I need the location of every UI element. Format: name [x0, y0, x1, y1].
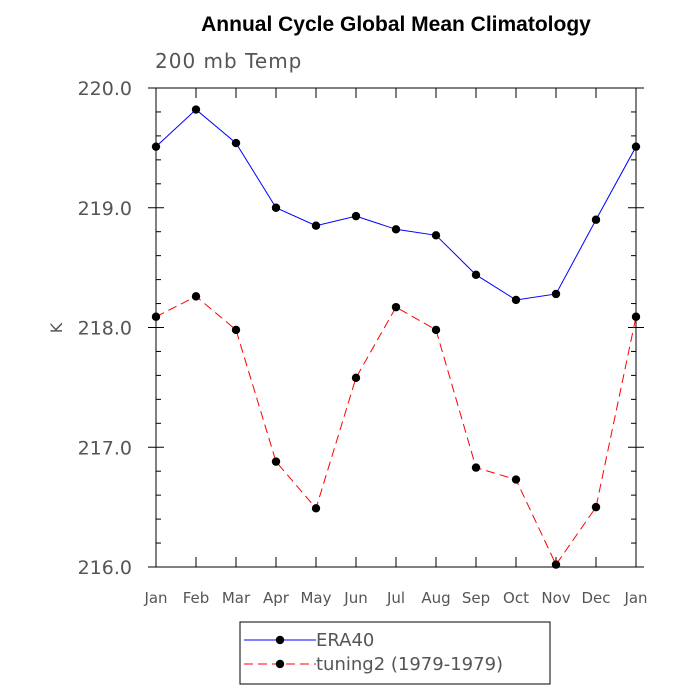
x-tick-label: Sep — [462, 589, 490, 607]
data-point — [191, 292, 201, 301]
data-point — [471, 463, 481, 472]
legend: ERA40 tuning2 (1979-1979) — [239, 621, 551, 685]
x-tick-label: Jul — [386, 589, 405, 607]
data-point — [191, 105, 201, 114]
axis-ticks: Jan Feb Mar Apr May Jun Jul Aug Sep Oct Nov Dec Jan 2… — [78, 78, 648, 607]
data-point — [151, 312, 161, 321]
data-point — [391, 225, 401, 234]
x-tick-label: May — [300, 589, 331, 607]
chart-title: Annual Cycle Global Mean Climatology — [201, 13, 591, 36]
series-layer — [151, 105, 641, 569]
data-point — [431, 325, 441, 335]
data-point — [511, 295, 521, 305]
y-tick-label: 218.0 — [78, 318, 132, 340]
data-point — [271, 457, 281, 466]
data-point — [431, 231, 441, 240]
x-tick-label: Jan — [623, 589, 647, 607]
legend-box — [239, 621, 551, 685]
chart-subtitle: 200 mb Temp — [155, 49, 302, 73]
data-point — [551, 289, 561, 299]
x-tick-label: Apr — [263, 589, 290, 607]
legend-marker — [275, 659, 285, 669]
legend-label: ERA40 — [316, 630, 374, 651]
data-point — [351, 373, 361, 382]
data-point — [351, 211, 361, 221]
data-point — [231, 325, 241, 335]
data-point — [591, 502, 601, 512]
data-point — [631, 142, 641, 151]
y-tick-label: 216.0 — [78, 557, 132, 579]
x-tick-label: Feb — [183, 589, 210, 607]
y-tick-label: 219.0 — [78, 198, 132, 220]
data-point — [151, 142, 161, 151]
series-line — [155, 295, 637, 566]
x-tick-label: Jun — [343, 589, 367, 607]
series-line — [155, 108, 637, 301]
data-point — [551, 560, 561, 569]
data-point — [271, 203, 281, 212]
data-point — [311, 504, 321, 513]
x-tick-label: Mar — [222, 589, 251, 607]
legend-label: tuning2 (1979-1979) — [316, 654, 503, 675]
data-point — [311, 221, 321, 230]
legend-marker — [275, 635, 285, 645]
x-tick-label: Aug — [421, 589, 450, 607]
y-tick-label: 217.0 — [78, 437, 132, 459]
x-tick-label: Nov — [541, 589, 570, 607]
plot-frame — [155, 87, 637, 568]
x-tick-label: Oct — [503, 589, 529, 607]
data-point — [631, 312, 641, 321]
x-tick-label: Jan — [143, 589, 167, 607]
data-point — [391, 302, 401, 312]
data-point — [231, 138, 241, 148]
y-tick-label: 220.0 — [78, 78, 132, 100]
y-axis-label: K — [47, 322, 66, 333]
data-point — [511, 475, 521, 484]
data-point — [471, 270, 481, 280]
data-point — [591, 215, 601, 224]
x-tick-label: Dec — [581, 589, 610, 607]
